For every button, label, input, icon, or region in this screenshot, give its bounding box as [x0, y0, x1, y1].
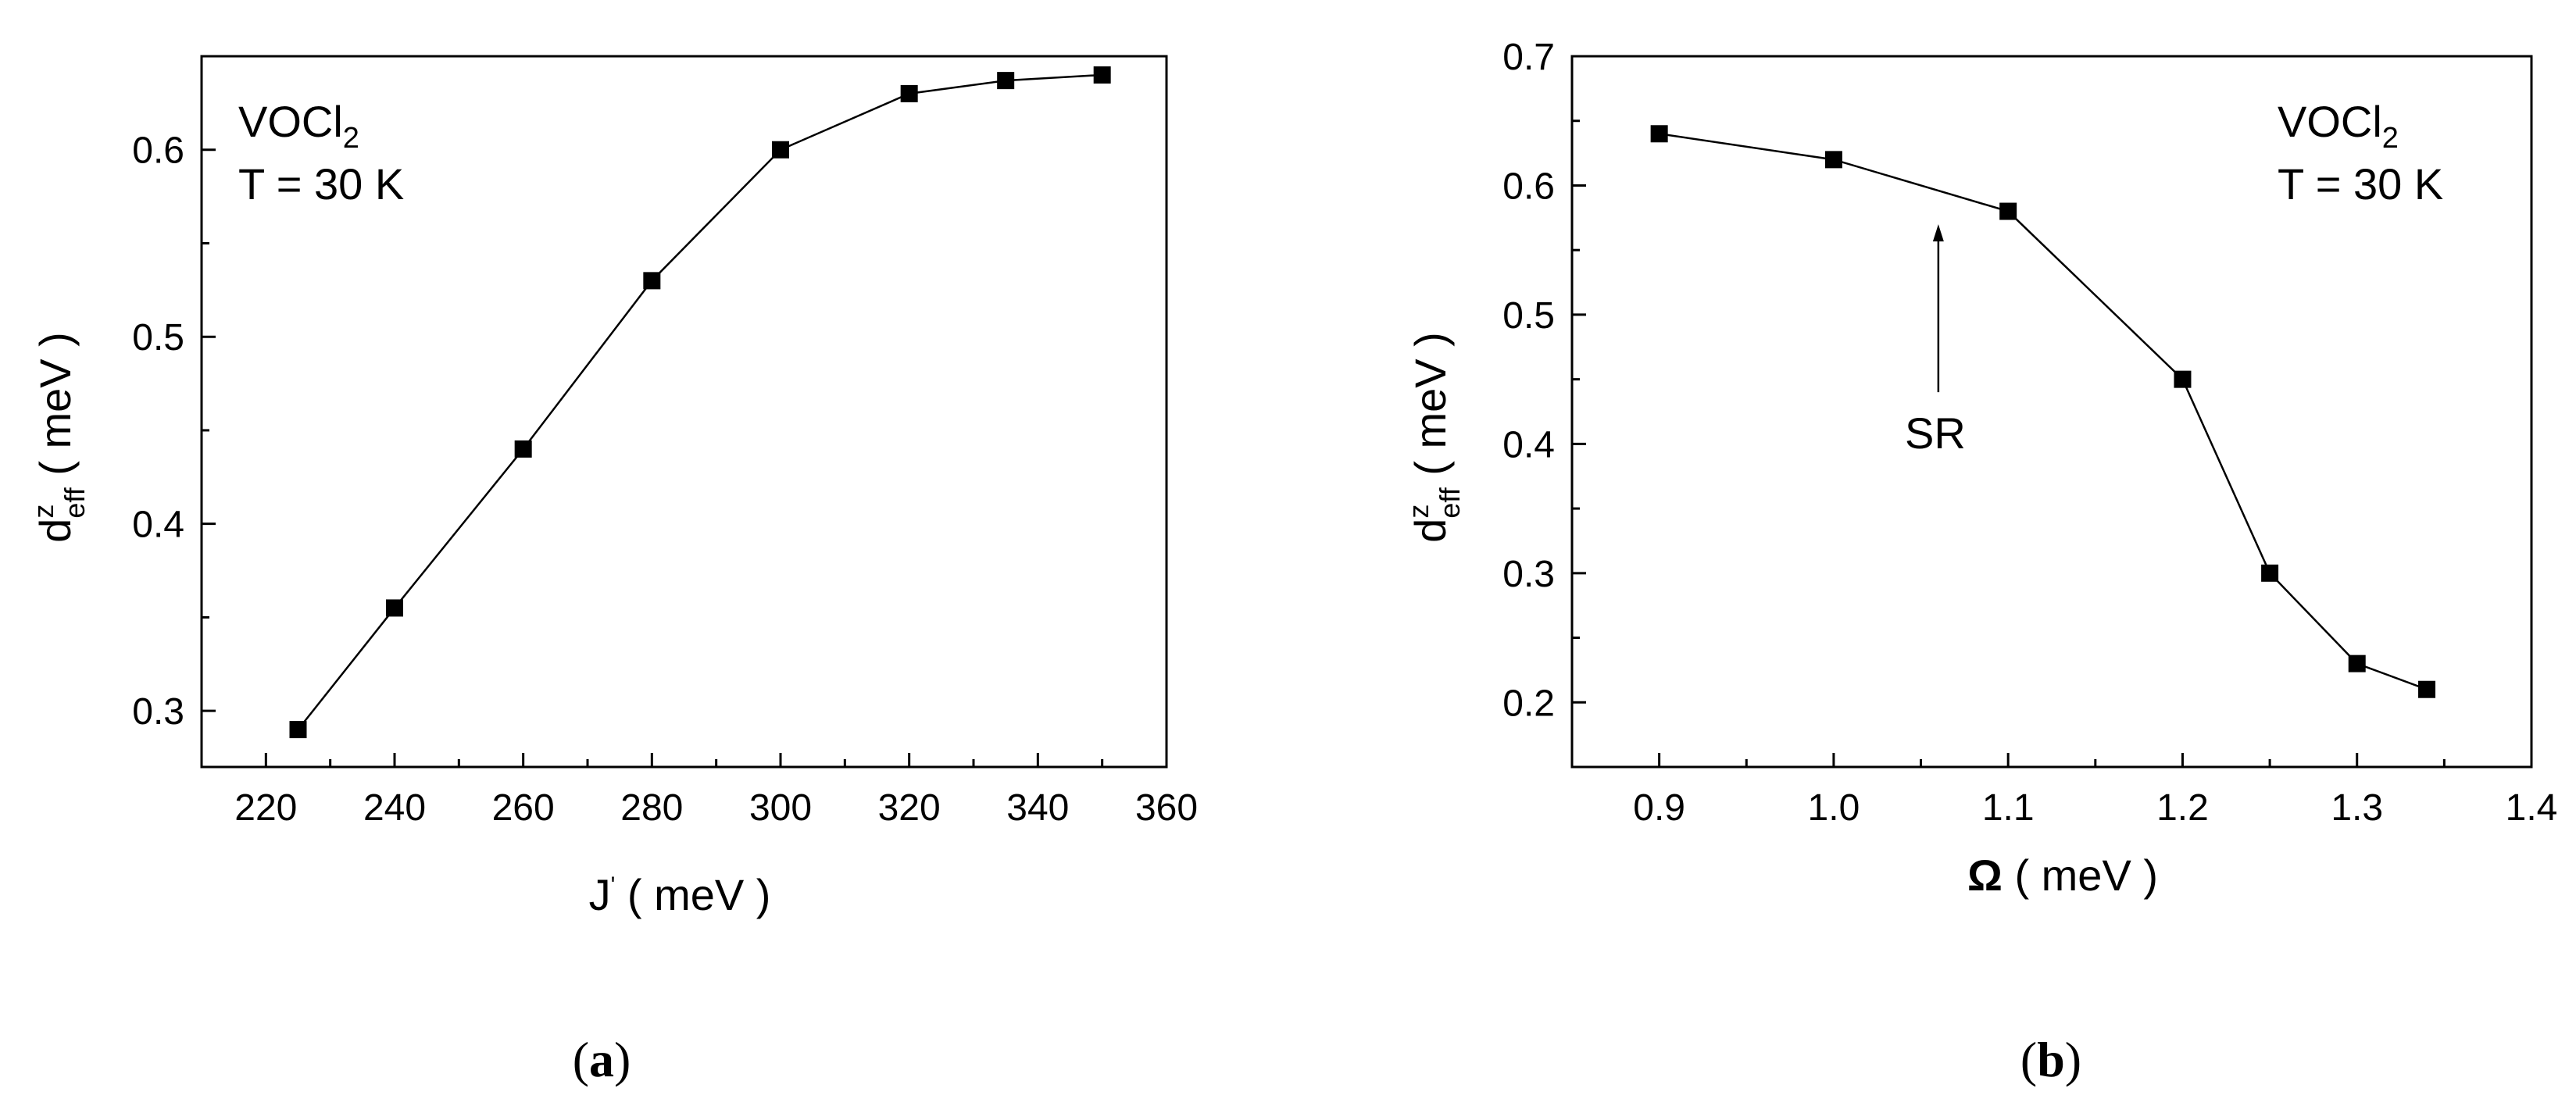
x-tick-label: 240: [363, 787, 426, 829]
x-tick-label: 220: [234, 787, 297, 829]
annotation-temperature: T = 30 K: [2278, 159, 2443, 209]
data-point: [1093, 66, 1111, 84]
y-tick-label: 0.4: [1502, 424, 1555, 465]
series-line: [297, 73, 1102, 730]
sr-label: SR: [1905, 408, 1966, 458]
panel-label: (b): [2020, 1032, 2081, 1087]
x-axis-title: Ω ( meV ): [1967, 851, 2158, 900]
plot-frame: [1570, 55, 2533, 769]
x-tick-label: 1.2: [2156, 787, 2209, 829]
annotation-compound: VOCl2: [238, 97, 359, 155]
data-point: [514, 440, 532, 458]
y-tick-label: 0.5: [132, 317, 184, 358]
x-tick-label: 280: [620, 787, 683, 829]
panel-label: (a): [573, 1032, 631, 1087]
y-tick-label: 0.4: [132, 505, 184, 546]
x-tick-label: 1.0: [1808, 787, 1860, 829]
x-axis-title: J' ( meV ): [589, 870, 771, 919]
y-tick-label: 0.2: [1502, 683, 1555, 724]
x-tick-label: 260: [492, 787, 555, 829]
annotation-compound: VOCl2: [2278, 97, 2399, 155]
data-point: [1824, 151, 1842, 169]
x-tick-label: 340: [1006, 787, 1069, 829]
y-axis-title: dzeff ( meV ): [1402, 332, 1466, 543]
data-point: [2348, 655, 2366, 672]
panel-b: 0.9 1.0 1.1 1.2 1.3 1.4 0.2 0.3 0.4 0.5 0.6 0.7 VOCl…: [1402, 37, 2557, 1087]
sr-arrow-head: [1932, 224, 1944, 242]
y-axis-title: dzeff ( meV ): [27, 332, 91, 543]
data-point: [2174, 370, 2192, 388]
x-tick-label: 1.3: [2331, 787, 2383, 829]
annotation-temperature: T = 30 K: [238, 159, 404, 209]
plot-frame: [200, 55, 1168, 769]
y-tick-label: 0.5: [1502, 295, 1555, 337]
x-tick-label: 0.9: [1633, 787, 1685, 829]
data-point: [1650, 125, 1668, 143]
data-point: [772, 141, 789, 159]
data-point: [997, 72, 1015, 90]
data-point: [289, 721, 307, 739]
data-point: [1999, 202, 2017, 220]
x-tick-label: 360: [1135, 787, 1198, 829]
y-tick-label: 0.6: [1502, 166, 1555, 207]
data-point: [386, 599, 403, 617]
data-point: [643, 272, 661, 290]
y-tick-label: 0.7: [1502, 37, 1555, 78]
data-point: [2418, 680, 2436, 698]
y-tick-label: 0.3: [1502, 554, 1555, 595]
x-tick-label: 1.4: [2506, 787, 2558, 829]
data-point: [900, 84, 918, 102]
data-point: [2261, 564, 2279, 582]
x-tick-label: 320: [878, 787, 941, 829]
panel-a: 220 240 260 280 300 320 340 360 0.3 0.4 0.5 0.6 VOCl…: [27, 55, 1198, 1087]
x-tick-label: 1.1: [1982, 787, 2035, 829]
y-tick-label: 0.3: [132, 691, 184, 733]
series-line: [1659, 133, 2428, 690]
x-tick-label: 300: [749, 787, 812, 829]
y-tick-label: 0.6: [132, 130, 184, 172]
